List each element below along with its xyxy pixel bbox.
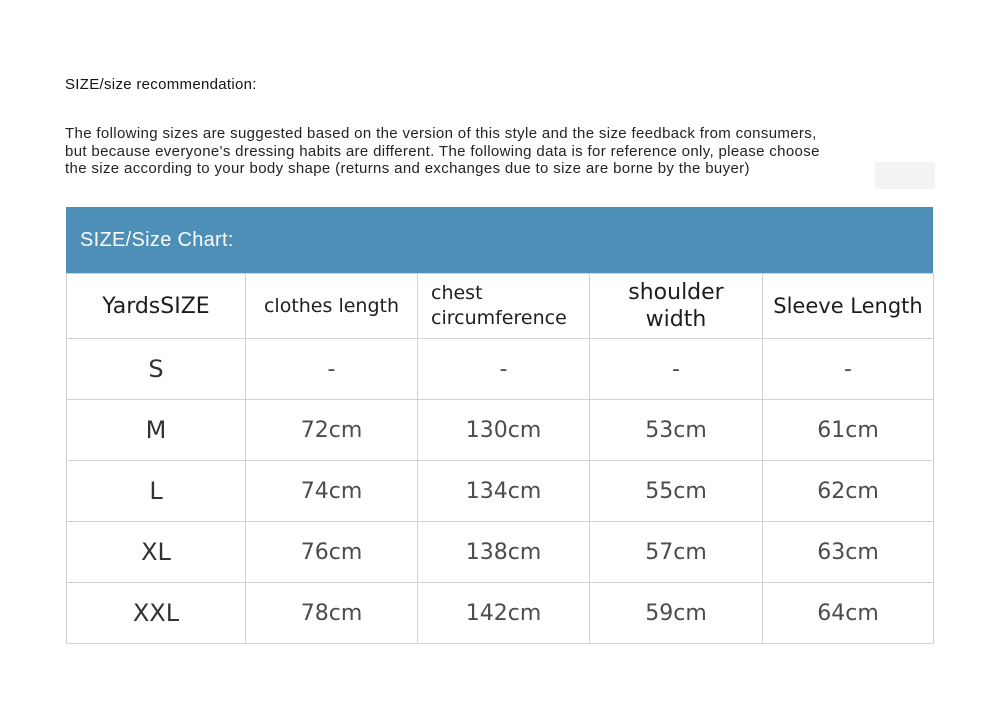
cell-size-label: XL (66, 521, 246, 583)
cell-chest: 138cm (417, 521, 590, 583)
section-title: SIZE/size recommendation: (65, 76, 257, 93)
table-row-s: S - - - - (66, 338, 934, 400)
cell-chest: 142cm (417, 582, 590, 644)
table-row-xl: XL 76cm 138cm 57cm 63cm (66, 521, 934, 583)
disclaimer-line-3: the size according to your body shape (r… (65, 160, 750, 177)
cell-shoulder-width: 55cm (589, 460, 763, 522)
table-row-header: YardsSIZE clothes length chest circumfer… (66, 273, 934, 339)
table-header-row: YardsSIZE clothes length chest circumfer… (66, 273, 934, 339)
watermark-smudge (875, 162, 935, 189)
cell-sleeve-length: 64cm (762, 582, 934, 644)
cell-shoulder-width: 57cm (589, 521, 763, 583)
table-row-xxl: XXL 78cm 142cm 59cm 64cm (66, 582, 934, 644)
cell-shoulder-width: 53cm (589, 399, 763, 461)
cell-sleeve-length: - (762, 338, 934, 400)
cell-chest: 134cm (417, 460, 590, 522)
disclaimer-line-2: but because everyone's dressing habits a… (65, 142, 820, 160)
cell-shoulder-width: 59cm (589, 582, 763, 644)
size-chart-banner: SIZE/Size Chart: (66, 207, 933, 273)
column-header-yards-size: YardsSIZE (66, 273, 246, 339)
column-header-sleeve-length: Sleeve Length (762, 273, 934, 339)
cell-sleeve-length: 63cm (762, 521, 934, 583)
cell-chest: 130cm (417, 399, 590, 461)
column-header-chest-circumference: chest circumference (417, 273, 590, 339)
cell-clothes-length: 78cm (245, 582, 418, 644)
cell-size-label: M (66, 399, 246, 461)
size-chart-banner-label: SIZE/Size Chart: (80, 228, 234, 251)
cell-sleeve-length: 61cm (762, 399, 934, 461)
column-header-shoulder-width: shoulder width (589, 273, 763, 339)
size-chart: SIZE/Size Chart: YardsSIZE clothes lengt… (66, 207, 934, 644)
cell-clothes-length: 72cm (245, 399, 418, 461)
cell-chest: - (417, 338, 590, 400)
cell-sleeve-length: 62cm (762, 460, 934, 522)
cell-size-label: XXL (66, 582, 246, 644)
cell-shoulder-width: - (589, 338, 763, 400)
disclaimer-line-1: The following sizes are suggested based … (65, 125, 817, 142)
size-disclaimer: The following sizes are suggested based … (65, 125, 945, 178)
column-header-clothes-length: clothes length (245, 273, 418, 339)
cell-clothes-length: - (245, 338, 418, 400)
cell-size-label: S (66, 338, 246, 400)
table-row-l: L 74cm 134cm 55cm 62cm (66, 460, 934, 522)
table-row-m: M 72cm 130cm 53cm 61cm (66, 399, 934, 461)
cell-clothes-length: 74cm (245, 460, 418, 522)
table-body: S - - - - M 72cm 130cm 53cm 61cm L 74cm … (66, 338, 934, 644)
size-chart-table: YardsSIZE clothes length chest circumfer… (66, 273, 934, 644)
cell-size-label: L (66, 460, 246, 522)
cell-clothes-length: 76cm (245, 521, 418, 583)
